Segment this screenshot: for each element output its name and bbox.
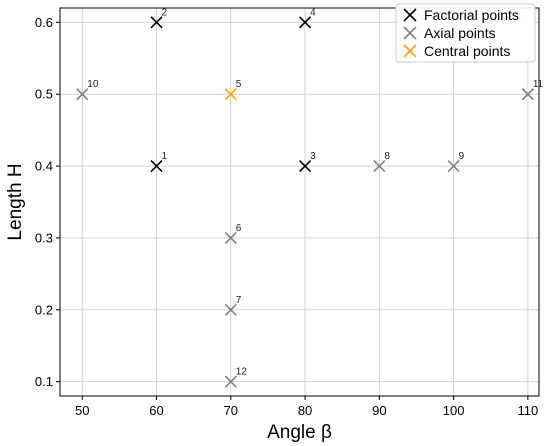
y-tick-label: 0.4 xyxy=(35,159,53,174)
y-tick-label: 0.6 xyxy=(35,15,53,30)
plot-area xyxy=(59,7,540,397)
data-point-marker xyxy=(224,303,237,316)
data-point-label: 10 xyxy=(87,79,99,90)
data-point-label: 2 xyxy=(162,7,168,18)
data-point-label: 9 xyxy=(459,151,465,162)
x-tick-label: 80 xyxy=(298,403,312,418)
data-point-marker xyxy=(76,88,89,101)
x-tick-label: 50 xyxy=(75,403,89,418)
data-point-label: 1 xyxy=(162,151,168,162)
data-point-marker xyxy=(299,160,312,173)
grid-lines xyxy=(60,8,539,396)
data-point-label: 5 xyxy=(236,79,242,90)
x-tick-label: 60 xyxy=(149,403,163,418)
x-axis-title: Angle β xyxy=(267,422,332,443)
legend-entry-label: Axial points xyxy=(424,25,496,41)
y-tick-label: 0.5 xyxy=(35,87,53,102)
legend-entry-label: Factorial points xyxy=(424,7,519,23)
legend-marker xyxy=(403,8,417,22)
data-point-label: 8 xyxy=(384,151,390,162)
legend-marker xyxy=(403,26,417,40)
y-tick-label: 0.3 xyxy=(35,230,53,245)
x-axis-ticks: 50 60 70 80 90 100 110 xyxy=(75,396,538,418)
data-point-marker xyxy=(224,375,237,388)
y-tick-label: 0.1 xyxy=(35,374,53,389)
y-axis-ticks: 0.1 0.2 0.3 0.4 0.5 0.6 xyxy=(35,15,60,389)
legend-box xyxy=(395,3,536,63)
legend-entry-label: Central points xyxy=(424,43,510,59)
data-point-marker xyxy=(373,160,386,173)
data-point-marker xyxy=(224,88,237,101)
x-tick-label: 70 xyxy=(224,403,238,418)
y-tick-label: 0.2 xyxy=(35,302,53,317)
y-axis-title: Length H xyxy=(5,163,26,240)
data-point-label: 7 xyxy=(236,295,242,306)
data-point-marker xyxy=(447,160,460,173)
data-point-marker xyxy=(299,16,312,29)
data-point-marker xyxy=(521,88,534,101)
data-point-marker xyxy=(150,16,163,29)
data-point-label: 11 xyxy=(533,79,544,90)
data-point-label: 3 xyxy=(310,151,316,162)
legend-marker xyxy=(403,44,417,58)
data-point-label: 6 xyxy=(236,223,242,234)
x-tick-label: 100 xyxy=(443,403,465,418)
data-point-marker xyxy=(224,231,237,244)
data-point-label: 4 xyxy=(310,7,316,18)
legend: Factorial points Axial points Central poin… xyxy=(395,3,536,63)
data-point-marker xyxy=(150,160,163,173)
x-tick-label: 90 xyxy=(372,403,386,418)
x-tick-label: 110 xyxy=(517,403,538,418)
data-point-label: 12 xyxy=(236,367,248,378)
